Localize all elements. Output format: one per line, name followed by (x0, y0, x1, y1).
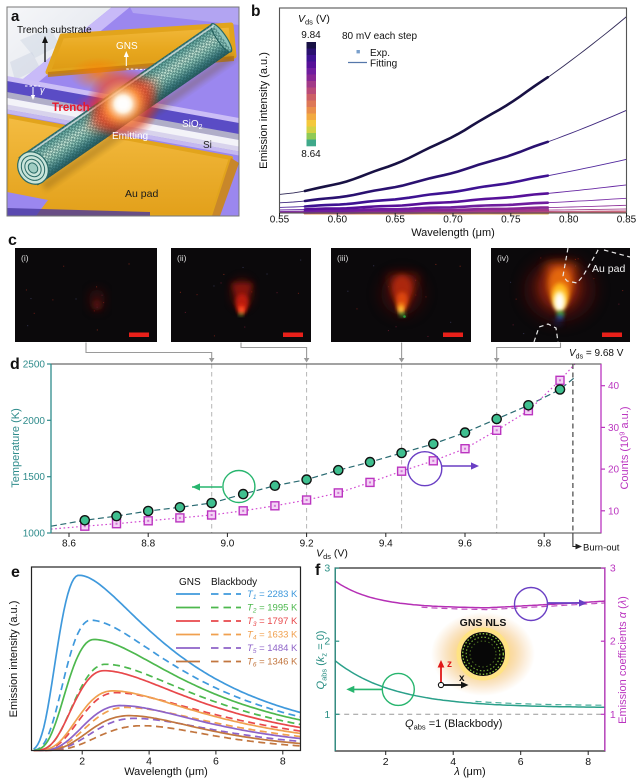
svg-text:Emission coefficients α (λ): Emission coefficients α (λ) (617, 596, 629, 724)
svg-text:9.6: 9.6 (458, 539, 472, 550)
svg-text:30: 30 (608, 423, 620, 434)
svg-text:Exp.: Exp. (370, 48, 390, 59)
svg-text:Burn-out: Burn-out (583, 543, 620, 554)
svg-text:4: 4 (146, 756, 152, 768)
svg-text:2: 2 (610, 636, 616, 648)
svg-text:e: e (11, 564, 20, 581)
svg-text:d: d (10, 356, 20, 373)
svg-text:T6 = 1346 K: T6 = 1346 K (247, 657, 298, 669)
svg-text:c: c (8, 232, 17, 249)
svg-text:Emission intensity (a.u.): Emission intensity (a.u.) (258, 52, 270, 169)
svg-text:(iv): (iv) (497, 253, 509, 263)
svg-text:b: b (251, 3, 260, 20)
svg-text:Emission intensity (a.u.): Emission intensity (a.u.) (8, 601, 20, 718)
svg-text:2000: 2000 (23, 416, 46, 427)
svg-text:Trench: Trench (52, 102, 90, 114)
svg-text:0.85: 0.85 (617, 215, 637, 226)
svg-text:(iii): (iii) (337, 253, 348, 263)
svg-text:1000: 1000 (23, 529, 46, 540)
svg-text:1500: 1500 (23, 472, 46, 483)
svg-text:Vds = 9.68 V: Vds = 9.68 V (569, 348, 624, 361)
svg-text:0.75: 0.75 (501, 215, 521, 226)
svg-text:f: f (315, 562, 321, 579)
svg-text:0.70: 0.70 (443, 215, 463, 226)
svg-text:0.55: 0.55 (270, 215, 290, 226)
svg-text:T1 = 2283 K: T1 = 2283 K (247, 589, 298, 601)
svg-text:Vds (V): Vds (V) (298, 13, 330, 27)
svg-text:Qabs (kz = 0): Qabs (kz = 0) (315, 631, 329, 690)
svg-text:0.80: 0.80 (559, 215, 579, 226)
svg-text:8.64: 8.64 (301, 149, 321, 160)
svg-text:x: x (459, 673, 465, 684)
svg-text:2500: 2500 (23, 360, 46, 371)
svg-text:Au pad: Au pad (592, 263, 625, 275)
svg-text:0.60: 0.60 (328, 215, 348, 226)
svg-text:(i): (i) (21, 253, 29, 263)
svg-text:GNS: GNS (116, 41, 138, 52)
svg-text:8: 8 (585, 756, 591, 768)
svg-text:9.0: 9.0 (220, 539, 234, 550)
svg-text:Si: Si (203, 140, 212, 151)
svg-text:8: 8 (280, 756, 286, 768)
svg-text:6: 6 (518, 756, 524, 768)
svg-text:9.4: 9.4 (379, 539, 393, 550)
svg-text:0.65: 0.65 (385, 215, 405, 226)
svg-text:80 mV each step: 80 mV each step (342, 31, 417, 42)
svg-text:2: 2 (383, 756, 389, 768)
svg-text:9.84: 9.84 (301, 30, 321, 41)
svg-text:9.2: 9.2 (300, 539, 314, 550)
svg-text:(ii): (ii) (177, 253, 187, 263)
svg-text:γ: γ (40, 85, 45, 95)
svg-text:20: 20 (608, 465, 620, 476)
svg-text:a: a (11, 8, 20, 25)
svg-text:GNS: GNS (179, 577, 201, 588)
svg-text:z: z (447, 659, 452, 670)
svg-text:T5 = 1484 K: T5 = 1484 K (247, 643, 298, 655)
svg-text:40: 40 (608, 381, 620, 392)
svg-text:Qabs =1 (Blackbody): Qabs =1 (Blackbody) (405, 718, 502, 732)
svg-text:T2 = 1995 K: T2 = 1995 K (247, 603, 298, 615)
svg-text:Temperature (K): Temperature (K) (10, 408, 22, 487)
svg-text:6: 6 (213, 756, 219, 768)
svg-text:GNS NLS: GNS NLS (460, 617, 507, 629)
svg-text:10: 10 (608, 506, 620, 517)
svg-text:Counts (109 a.u.): Counts (109 a.u.) (618, 406, 632, 489)
svg-text:1: 1 (324, 709, 330, 721)
svg-text:SiO2: SiO2 (182, 119, 203, 131)
svg-text:2: 2 (79, 756, 85, 768)
svg-text:9.8: 9.8 (537, 539, 551, 550)
svg-text:T3 = 1797 K: T3 = 1797 K (247, 616, 298, 628)
svg-text:3: 3 (610, 563, 616, 575)
svg-text:8.8: 8.8 (141, 539, 155, 550)
svg-text:Vds (V): Vds (V) (316, 548, 348, 562)
svg-text:Au pad: Au pad (125, 188, 158, 200)
svg-text:λ (μm): λ (μm) (453, 766, 485, 778)
svg-text:3: 3 (324, 563, 330, 575)
svg-text:Wavelength (μm): Wavelength (μm) (411, 227, 495, 239)
svg-text:Blackbody: Blackbody (211, 577, 257, 588)
svg-text:Fitting: Fitting (370, 59, 397, 70)
svg-text:8.6: 8.6 (62, 539, 76, 550)
svg-text:Trench substrate: Trench substrate (17, 25, 92, 36)
svg-text:T4 = 1633 K: T4 = 1633 K (247, 630, 298, 642)
svg-text:1: 1 (610, 709, 616, 721)
svg-text:Emitting: Emitting (112, 131, 148, 142)
svg-text:Wavelength (μm): Wavelength (μm) (124, 766, 208, 778)
svg-text:4: 4 (450, 756, 456, 768)
svg-text:2: 2 (324, 636, 330, 648)
